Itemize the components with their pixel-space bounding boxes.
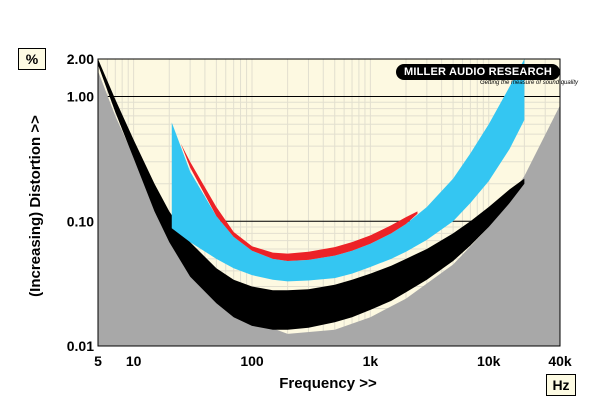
- y-tick-label: 0.10: [67, 213, 94, 229]
- y-tick-labels: 0.01 0.10 1.00 2.00: [67, 51, 94, 354]
- series-bands: [98, 59, 525, 330]
- x-tick-label: 10: [126, 353, 142, 369]
- black-distortion-band: [98, 59, 525, 330]
- x-axis-title: Frequency >>: [279, 375, 377, 392]
- x-tick-label: 5: [94, 353, 102, 369]
- plot-frame: [97, 58, 561, 347]
- x-tick-label: 1k: [363, 353, 379, 369]
- noise-floor-area: [98, 71, 560, 346]
- x-unit-label: Hz: [546, 374, 576, 396]
- y-axis-title: (Increasing) Distortion >>: [27, 115, 44, 297]
- x-tick-label: 40k: [548, 353, 572, 369]
- y-tick-label: 2.00: [67, 51, 94, 67]
- y-tick-label: 1.00: [67, 89, 94, 105]
- brand-logo: MILLER AUDIO RESEARCH Getting the measur…: [396, 64, 578, 88]
- floor-area: [98, 71, 560, 346]
- logo-wordmark: MILLER AUDIO RESEARCH: [396, 64, 560, 80]
- blue-distortion-band: [171, 59, 525, 282]
- x-tick-label: 100: [240, 353, 264, 369]
- x-tick-labels: 5 10 100 1k 10k 40k: [94, 353, 572, 369]
- logo-tagline: Getting the measure of sound quality: [480, 80, 579, 86]
- y-tick-label: 0.01: [67, 338, 94, 354]
- x-tick-label: 10k: [477, 353, 501, 369]
- y-unit-label: %: [18, 48, 46, 70]
